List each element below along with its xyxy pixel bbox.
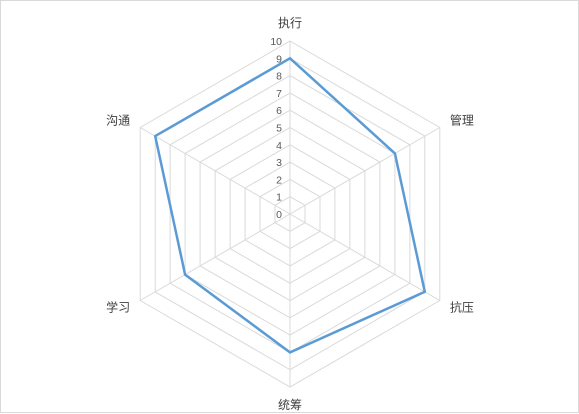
- tick-label: 8: [276, 71, 282, 83]
- spoke-5: [139, 127, 291, 215]
- spoke-1: [289, 127, 441, 215]
- series-layer: [153, 56, 427, 354]
- category-label-5: 沟通: [106, 114, 130, 128]
- category-label-3: 统筹: [278, 398, 302, 412]
- tick-label: 3: [276, 157, 282, 169]
- spoke-2: [289, 213, 441, 301]
- tick-label: 4: [276, 140, 282, 152]
- spoke-4: [139, 213, 291, 301]
- tick-layer: 0 1 2 3 4 5 6 7 8 9 10: [270, 36, 282, 221]
- grid-layer: [139, 40, 441, 388]
- tick-label: 2: [276, 174, 282, 186]
- tick-label: 6: [276, 105, 282, 117]
- tick-label: 10: [270, 36, 282, 48]
- tick-label: 5: [276, 123, 282, 135]
- category-label-4: 学习: [106, 300, 130, 315]
- tick-label: 1: [276, 192, 282, 204]
- category-label-2: 抗压: [450, 300, 474, 315]
- series-line-0: [153, 56, 427, 354]
- tick-label: 7: [276, 88, 282, 100]
- tick-label: 9: [276, 53, 282, 65]
- tick-label: 0: [276, 209, 282, 221]
- category-label-1: 管理: [450, 113, 474, 128]
- category-label-0: 执行: [278, 16, 302, 30]
